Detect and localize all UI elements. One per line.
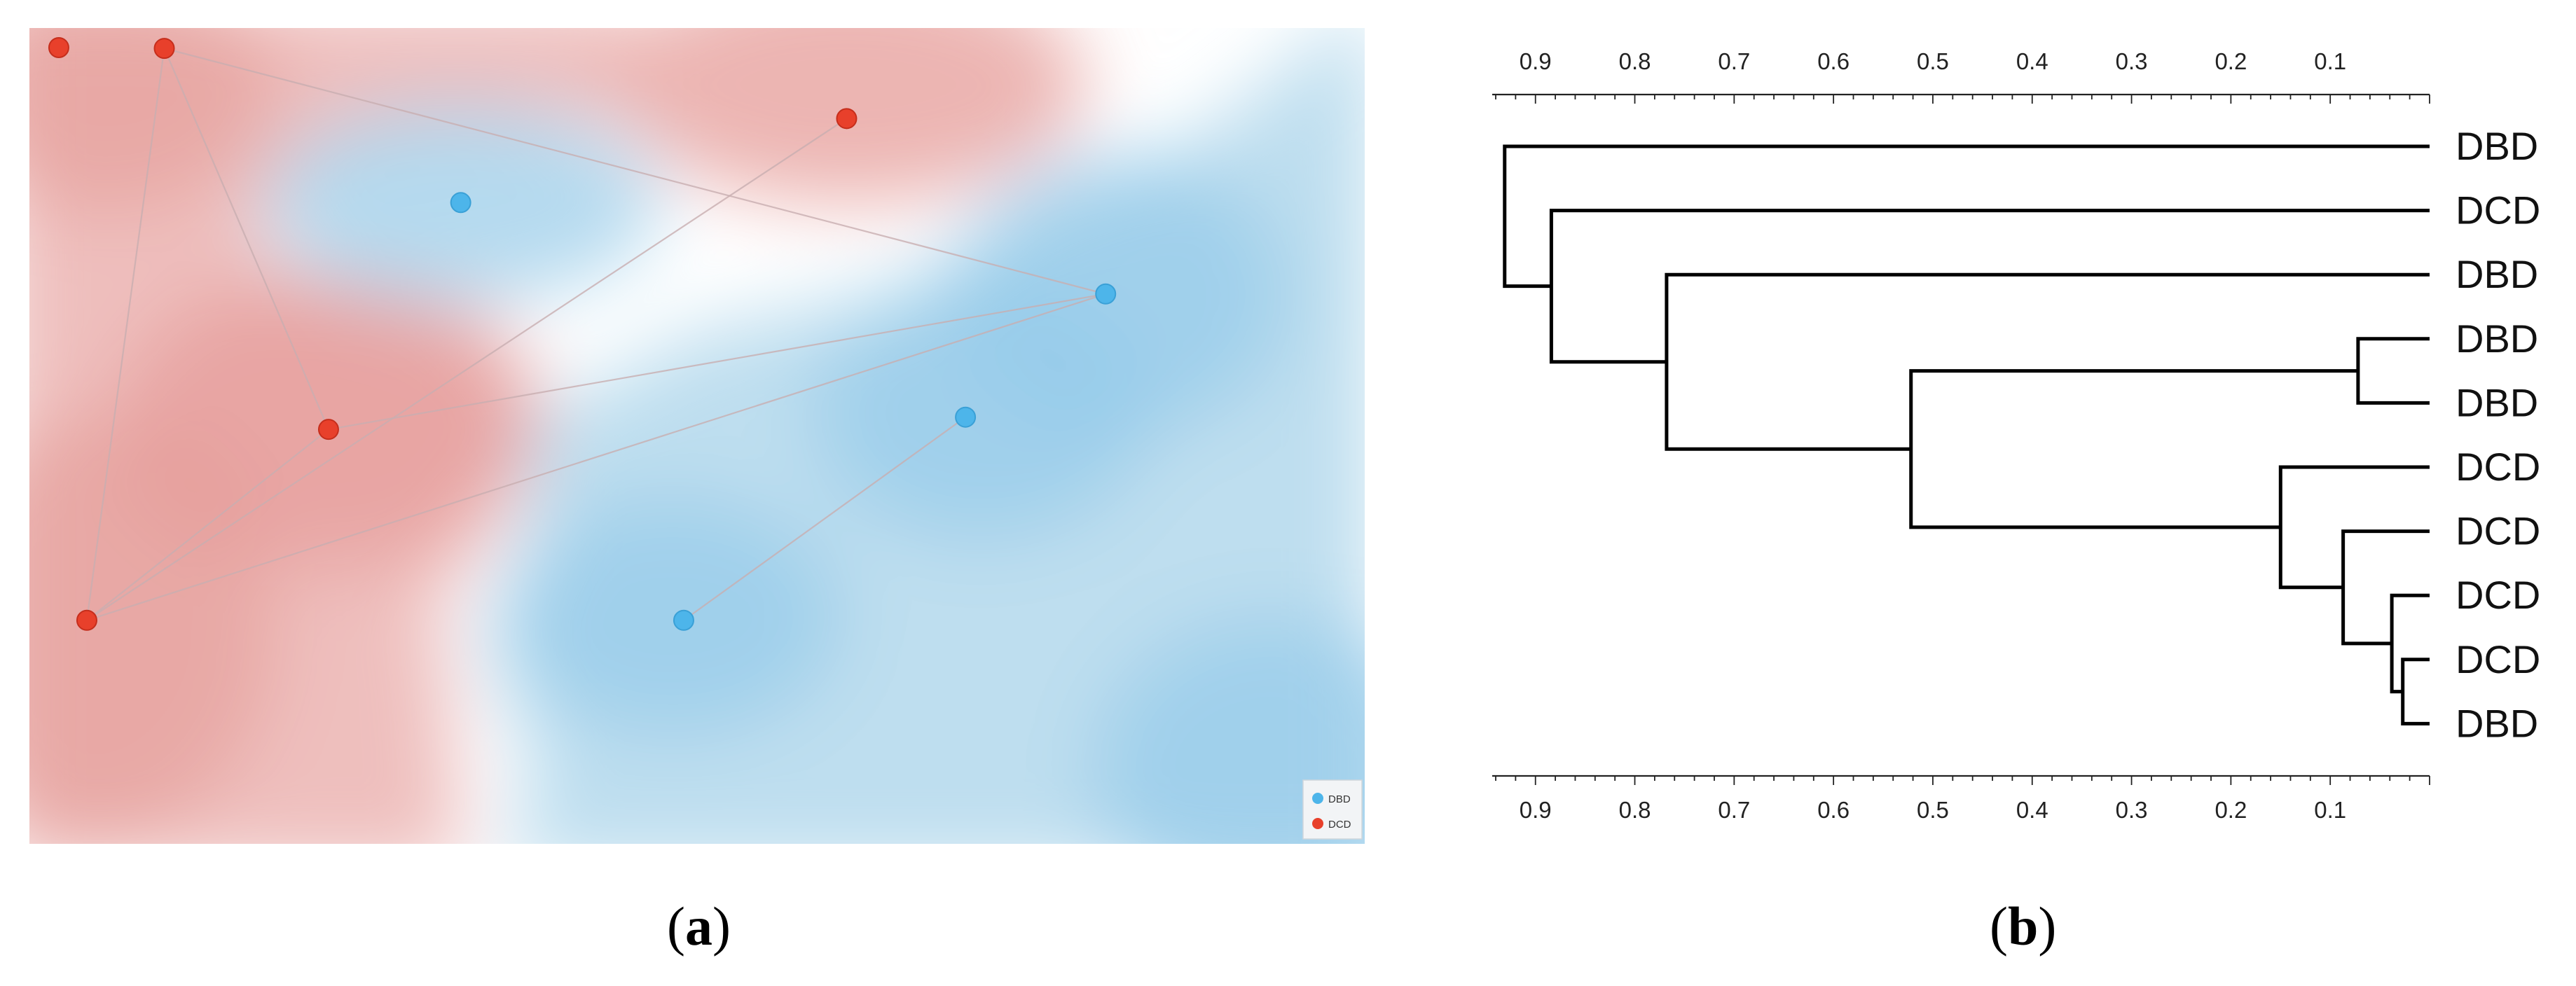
axis-tick-label: 0.7 (1718, 48, 1750, 74)
network-node-dbd (955, 406, 977, 428)
axis-tick-label: 0.8 (1619, 797, 1651, 823)
dendrogram-branch (2356, 337, 2430, 405)
axis-tick-label: 0.9 (1520, 48, 1552, 74)
caption-a: (a) (667, 896, 731, 957)
network-edges (85, 48, 1106, 621)
dendrogram-branch (1503, 144, 2430, 289)
leaf-label: DBD (2456, 701, 2538, 745)
top-axis: 0.9 0.8 0.7 0.6 0.5 0.4 0.3 0.2 0.1 (1492, 48, 2430, 104)
axis-tick-label: 0.4 (2016, 797, 2048, 823)
network-edge (86, 118, 848, 621)
leaf-label: DCD (2456, 637, 2540, 681)
leaf-label: DBD (2456, 317, 2538, 361)
network-node-dcd (317, 419, 339, 440)
dendrogram-branch (1909, 369, 2358, 529)
leaf-label: DBD (2456, 124, 2538, 168)
axis-tick-label: 0.3 (2116, 797, 2148, 823)
network-nodes (48, 36, 1117, 631)
dendrogram-branch (2390, 593, 2430, 694)
network-node-dbd (673, 609, 694, 631)
leaf-label: DCD (2456, 445, 2540, 489)
leaf-label: DCD (2456, 509, 2540, 553)
axis-tick-label: 0.4 (2016, 48, 2048, 74)
network-node-dbd (1095, 283, 1117, 305)
bottom-axis: 0.9 0.8 0.7 0.6 0.5 0.4 0.3 0.2 0.1 (1492, 775, 2430, 823)
axis-tick-label: 0.6 (1817, 48, 1850, 74)
axis-tick-label: 0.3 (2116, 48, 2148, 74)
axis-tick-label: 0.7 (1718, 797, 1750, 823)
caption-b: (b) (1990, 896, 2057, 957)
leaf-label: DBD (2456, 380, 2538, 424)
dendrogram-branches (1503, 144, 2430, 725)
network-edge (86, 293, 1106, 621)
network-edge (164, 48, 1106, 295)
legend-dbd-label: DBD (1328, 793, 1351, 805)
dendrogram-panel: 0.9 0.8 0.7 0.6 0.5 0.4 0.3 0.2 0.1 0.9 0.8 0.7 0.6… (1492, 48, 2540, 823)
axis-tick-label: 0.9 (1520, 797, 1552, 823)
dendrogram-branch (1549, 209, 2430, 364)
network-edge (163, 48, 329, 430)
network-edge (683, 416, 966, 621)
scatter-map-panel: DBD DCD (29, 28, 1365, 844)
legend-dbd-marker (1312, 793, 1323, 804)
network-node-dcd (836, 108, 857, 130)
axis-tick-label: 0.1 (2314, 797, 2346, 823)
leaf-label: DCD (2456, 188, 2540, 232)
dendrogram-branch (2278, 465, 2430, 590)
legend: DBD DCD (1302, 779, 1363, 840)
dendrogram-leaf-labels: DBD DCD DBD DBD DBD DCD DCD DCD DCD DBD (2456, 124, 2540, 745)
legend-dcd-label: DCD (1328, 819, 1351, 831)
network-node-dcd (48, 36, 69, 58)
network-node-dbd (450, 192, 471, 214)
axis-tick-label: 0.2 (2215, 797, 2247, 823)
axis-tick-label: 0.5 (1917, 48, 1949, 74)
network-edge (86, 429, 329, 621)
axis-tick-label: 0.6 (1817, 797, 1850, 823)
axis-tick-label: 0.5 (1917, 797, 1949, 823)
axis-tick-label: 0.2 (2215, 48, 2247, 74)
leaf-label: DBD (2456, 252, 2538, 296)
axis-tick-label: 0.8 (1619, 48, 1651, 74)
dendrogram-branch (2401, 658, 2430, 725)
network-edge (85, 48, 165, 620)
network-node-dcd (76, 609, 97, 631)
leaf-label: DCD (2456, 573, 2540, 617)
dendrogram-branch (1665, 272, 2430, 451)
dendrogram-branch (2341, 529, 2430, 646)
network-node-dcd (153, 38, 175, 60)
legend-dcd-marker (1312, 818, 1323, 829)
network-edge (328, 293, 1106, 431)
axis-tick-label: 0.1 (2314, 48, 2346, 74)
